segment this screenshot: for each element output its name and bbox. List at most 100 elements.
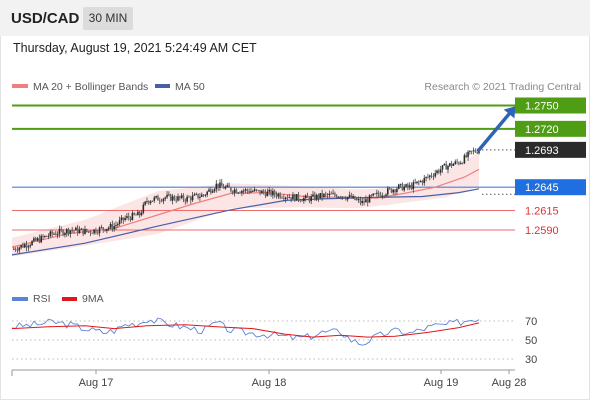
candle-body (370, 195, 373, 197)
candle-body (162, 198, 165, 202)
candle-body (275, 194, 278, 197)
candle-body (410, 185, 413, 190)
candle-body (87, 231, 90, 233)
candle-body (345, 198, 347, 200)
candle-body (27, 246, 30, 248)
candle-body (365, 199, 367, 203)
candle-body (332, 193, 334, 195)
candle-body (449, 163, 451, 166)
rsi-tick-label: 30 (525, 354, 537, 366)
candle-body (279, 193, 281, 198)
candle-body (197, 193, 199, 198)
rsi-tick-label: 70 (525, 316, 537, 328)
chart-datetime: Thursday, August 19, 2021 5:24:49 AM CET (13, 41, 257, 55)
candle-body (283, 198, 285, 199)
candle-body (62, 230, 64, 235)
candle-body (155, 196, 157, 198)
candle-body (377, 192, 380, 195)
candle-body (461, 163, 464, 165)
candle-body (459, 163, 462, 165)
candle-body (158, 200, 161, 202)
candle-body (432, 176, 435, 178)
candle-body (69, 230, 72, 234)
candle-body (47, 236, 50, 237)
candle-body (321, 193, 323, 198)
candle-body (160, 200, 163, 202)
candle-body (379, 194, 382, 197)
candle-body (73, 230, 75, 232)
candle-body (394, 189, 396, 192)
candle-body (213, 189, 216, 192)
candle-body (100, 227, 103, 229)
rsi-tick-label: 50 (525, 335, 537, 347)
candle-body (127, 216, 130, 218)
candle-body (177, 196, 179, 201)
candle-body (454, 161, 457, 164)
candle-body (237, 192, 240, 194)
candle-body (151, 200, 154, 202)
candle-body (428, 175, 431, 178)
candle-body (339, 196, 342, 198)
candle-body (350, 195, 353, 199)
candle-body (34, 238, 37, 241)
candle-body (202, 194, 205, 196)
candle-body (405, 184, 407, 187)
ma20-legend-swatch (12, 84, 28, 88)
candle-body (306, 195, 309, 198)
candle-body (49, 231, 52, 237)
candle-body (381, 195, 384, 197)
candle-body (226, 185, 229, 187)
candle-body (438, 170, 440, 173)
candle-body (414, 182, 416, 184)
candle-body (421, 180, 424, 183)
ma20-legend-label: MA 20 + Bollinger Bands (33, 81, 148, 93)
candle-body (122, 217, 125, 221)
ma50-legend-swatch (155, 84, 170, 88)
candle-body (439, 169, 442, 173)
candle-body (456, 161, 458, 163)
current-price-label-bg (515, 141, 586, 158)
candle-body (343, 196, 345, 199)
candle-body (255, 189, 258, 191)
candle-body (173, 196, 176, 200)
candle-body (262, 190, 265, 193)
candle-body (366, 199, 369, 203)
candle-body (346, 196, 349, 200)
candle-body (146, 201, 148, 202)
candle-body (95, 229, 97, 233)
rsi-ma-line (11, 322, 480, 338)
candle-body (264, 192, 267, 197)
candle-body (241, 190, 243, 193)
candle-body (392, 189, 395, 193)
candle-body (222, 186, 225, 189)
candle-body (195, 193, 198, 195)
candle-body (84, 228, 86, 235)
candle-body (357, 199, 360, 200)
timeframe-badge[interactable]: 30 MIN (83, 7, 133, 30)
pivot-label-bg (515, 179, 586, 196)
candle-body (246, 189, 249, 191)
candle-body (337, 196, 340, 198)
candle-body (188, 196, 190, 198)
candle-body (78, 229, 81, 234)
bollinger-band-fill (12, 152, 479, 257)
candle-body (76, 227, 79, 234)
candle-body (54, 233, 57, 235)
candle-body (445, 163, 447, 170)
x-tick-label: Aug 28 (492, 377, 527, 389)
candle-body (53, 233, 55, 235)
candle-body (290, 197, 292, 200)
candle-body (341, 196, 343, 198)
candle-body (317, 194, 320, 199)
candle-body (186, 196, 188, 202)
candle-body (13, 248, 15, 250)
candle-body (251, 191, 254, 192)
candle-body (224, 186, 227, 189)
candle-body (303, 197, 305, 202)
x-tick-label: Aug 17 (79, 377, 114, 389)
candle-body (272, 190, 274, 196)
candle-body (430, 175, 433, 177)
candle-body (211, 191, 214, 193)
candle-body (96, 232, 99, 234)
